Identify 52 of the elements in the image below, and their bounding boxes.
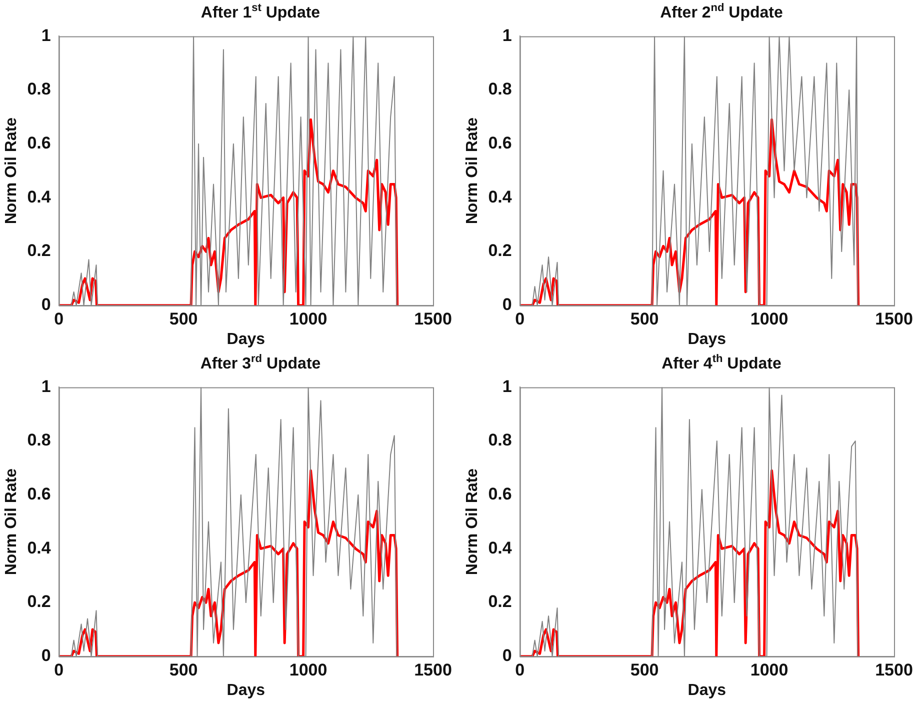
y-tick-label: 0.8 [27, 430, 51, 450]
x-tick-label: 0 [54, 309, 64, 328]
x-tick-label: 1000 [289, 660, 328, 680]
y-tick-label: 0.8 [488, 80, 512, 99]
x-tick-label: 500 [630, 309, 659, 328]
y-tick-label: 1 [502, 376, 512, 396]
y-tick-label: 0 [502, 295, 512, 314]
y-tick-label: 0.4 [488, 187, 512, 206]
y-axis-title: Norm Oil Rate [3, 117, 20, 224]
x-axis-title: Days [688, 682, 726, 699]
chart-title: After 2$^{nd}$ Update [659, 2, 784, 22]
y-tick-label: 1 [502, 26, 512, 45]
x-tick-label: 1500 [414, 309, 452, 328]
x-tick-label: 1500 [875, 309, 913, 328]
y-tick-label: 0.6 [27, 484, 51, 504]
y-tick-label: 0.4 [488, 538, 512, 558]
x-tick-label: 0 [515, 309, 525, 328]
y-tick-label: 1 [41, 376, 51, 396]
x-tick-label: 500 [630, 660, 659, 680]
y-tick-label: 0.4 [27, 538, 52, 558]
y-tick-label: 1 [41, 26, 51, 45]
x-tick-label: 1000 [750, 660, 788, 680]
x-tick-label: 0 [515, 660, 525, 680]
y-tick-label: 0.8 [488, 430, 512, 450]
y-tick-label: 0.8 [27, 80, 51, 99]
x-axis-title: Days [226, 330, 266, 348]
y-tick-label: 0.2 [27, 241, 51, 260]
y-tick-label: 0 [41, 646, 51, 666]
y-tick-label: 0.6 [488, 484, 512, 504]
y-tick-label: 0.6 [27, 134, 51, 153]
x-tick-label: 1000 [289, 309, 328, 328]
chart-title: After 1$^{st}$ Update [200, 2, 322, 22]
x-tick-label: 0 [54, 660, 64, 680]
y-axis-title: Norm Oil Rate [464, 468, 482, 576]
x-axis-title: Days [226, 682, 266, 699]
x-tick-label: 500 [169, 660, 198, 680]
y-tick-label: 0.2 [488, 592, 512, 612]
y-axis-title: Norm Oil Rate [464, 117, 482, 224]
x-tick-label: 1000 [750, 309, 788, 328]
y-tick-label: 0.2 [488, 241, 512, 260]
x-axis-title: Days [688, 330, 726, 348]
y-tick-label: 0 [502, 646, 512, 666]
y-tick-label: 0.2 [27, 592, 51, 612]
x-tick-label: 1500 [875, 660, 913, 680]
x-tick-label: 1500 [414, 660, 452, 680]
y-tick-label: 0 [41, 295, 51, 314]
y-tick-label: 0.6 [488, 134, 512, 153]
y-tick-label: 0.4 [27, 187, 52, 206]
chart-title: After 3$^{rd}$ Update [199, 353, 322, 374]
y-axis-title: Norm Oil Rate [3, 468, 20, 576]
x-tick-label: 500 [169, 309, 198, 328]
chart-title: After 4$^{th}$ Update [660, 353, 782, 374]
